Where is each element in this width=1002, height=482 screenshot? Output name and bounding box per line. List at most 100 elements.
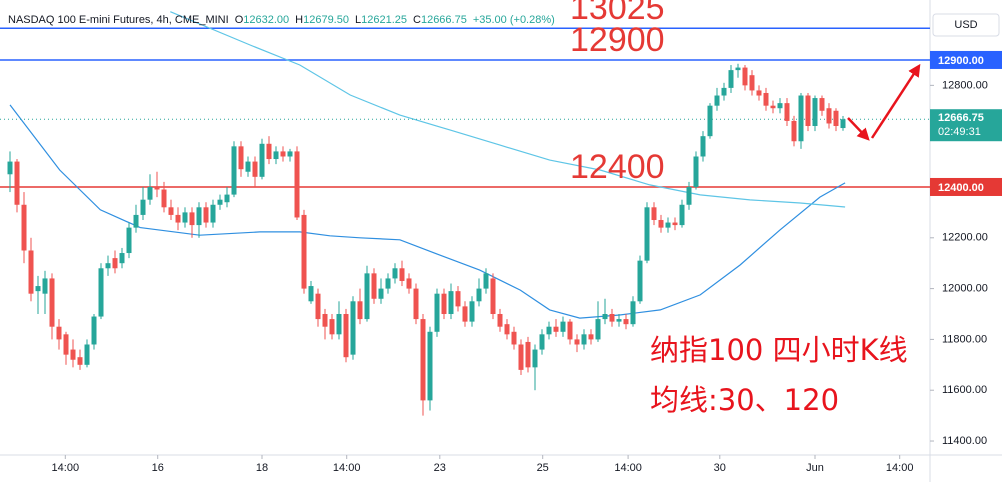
candle-body	[350, 301, 356, 355]
candle-body	[336, 314, 342, 335]
candle-body	[427, 331, 433, 401]
legend-value: 12666.75	[421, 14, 467, 26]
currency-button[interactable]	[932, 13, 1000, 37]
arrow	[870, 63, 921, 139]
candle-body	[756, 90, 762, 96]
candle-body	[679, 204, 685, 226]
candle-body	[133, 214, 139, 228]
candle-body	[798, 95, 804, 142]
price-label: 12900.00	[938, 55, 984, 67]
candle-body	[413, 288, 419, 320]
y-tick-label: 11400.00	[942, 435, 987, 447]
candle-body	[371, 273, 377, 299]
candle-body	[539, 334, 545, 350]
candle-body	[707, 105, 713, 137]
candle-body	[329, 319, 335, 335]
y-tick-label: 11800.00	[942, 333, 987, 345]
candle-body	[749, 75, 755, 91]
x-tick-label: 16	[152, 462, 164, 474]
candle-body	[525, 341, 531, 368]
candle-body	[546, 326, 552, 335]
legend-key: L	[355, 14, 361, 26]
candle-body	[553, 326, 559, 332]
candle-body	[805, 95, 811, 127]
candle-body	[714, 95, 720, 106]
level-text: 13025	[570, 0, 665, 27]
candle-body	[147, 186, 153, 200]
candle-body	[700, 136, 706, 157]
candle-body	[245, 161, 251, 172]
moving-average	[9, 104, 846, 319]
candle-body	[784, 103, 790, 121]
candle-body	[119, 253, 125, 264]
candle-body	[196, 207, 202, 226]
candle-body	[399, 268, 405, 281]
countdown: 02:49:31	[938, 126, 981, 138]
candle-body	[378, 288, 384, 299]
candle-body	[21, 204, 27, 251]
candle-body	[105, 263, 111, 269]
annotation: 纳指100 四小时K线	[650, 333, 908, 367]
candle-body	[315, 293, 321, 320]
candle-body	[497, 314, 503, 327]
x-tick-label: 30	[714, 462, 726, 474]
candle-body	[343, 314, 349, 358]
candle-body	[266, 143, 272, 160]
moving-average	[170, 11, 846, 208]
plot	[0, 11, 930, 416]
legend-value: 12621.25	[361, 14, 407, 26]
candle-body	[189, 212, 195, 226]
candle-body	[273, 151, 279, 160]
candle-body	[231, 146, 237, 195]
arrow	[847, 117, 870, 141]
candle-body	[126, 227, 132, 254]
candle-body	[112, 258, 118, 269]
candle-body	[406, 278, 412, 289]
candle-body	[616, 319, 622, 322]
candle-body	[364, 273, 370, 320]
candle-body	[224, 194, 230, 203]
price-label: 12400.00	[938, 182, 984, 194]
candle-body	[595, 319, 601, 340]
candle-body	[455, 291, 461, 307]
candle-body	[441, 293, 447, 315]
arrows	[847, 63, 921, 141]
candle-body	[840, 119, 846, 129]
candle-body	[182, 212, 188, 223]
candle-body	[665, 222, 671, 228]
candle-body	[658, 220, 664, 228]
candle-body	[434, 293, 440, 332]
candle-body	[532, 349, 538, 368]
candle-body	[644, 207, 650, 261]
level-text: 12400	[570, 148, 665, 186]
candle-body	[203, 207, 209, 223]
candle-body	[588, 334, 594, 340]
candle-body	[49, 278, 55, 327]
candle-body	[476, 288, 482, 302]
candle-body	[609, 314, 615, 322]
candle-body	[322, 314, 328, 327]
candle-body	[483, 273, 489, 289]
candle-body	[777, 103, 783, 109]
candle-body	[280, 151, 286, 157]
candle-body	[259, 143, 265, 177]
candle-body	[35, 286, 41, 292]
candle-body	[301, 214, 307, 289]
candle-body	[826, 108, 832, 124]
candle-body	[238, 146, 244, 170]
currency[interactable]: USD	[954, 19, 977, 31]
x-tick-label: 18	[256, 462, 268, 474]
candle-body	[567, 321, 573, 340]
candle-body	[14, 161, 20, 205]
candle-body	[252, 161, 258, 177]
candle-body	[518, 344, 524, 370]
candle-body	[490, 278, 496, 315]
level-text: 12900	[570, 21, 665, 59]
legend-value: 12679.50	[303, 14, 349, 26]
x-tick-label: 14:00	[614, 462, 642, 474]
candle-body	[392, 268, 398, 279]
price-label-box	[930, 50, 1002, 69]
candle-body	[602, 314, 608, 320]
candle-body	[175, 214, 181, 223]
